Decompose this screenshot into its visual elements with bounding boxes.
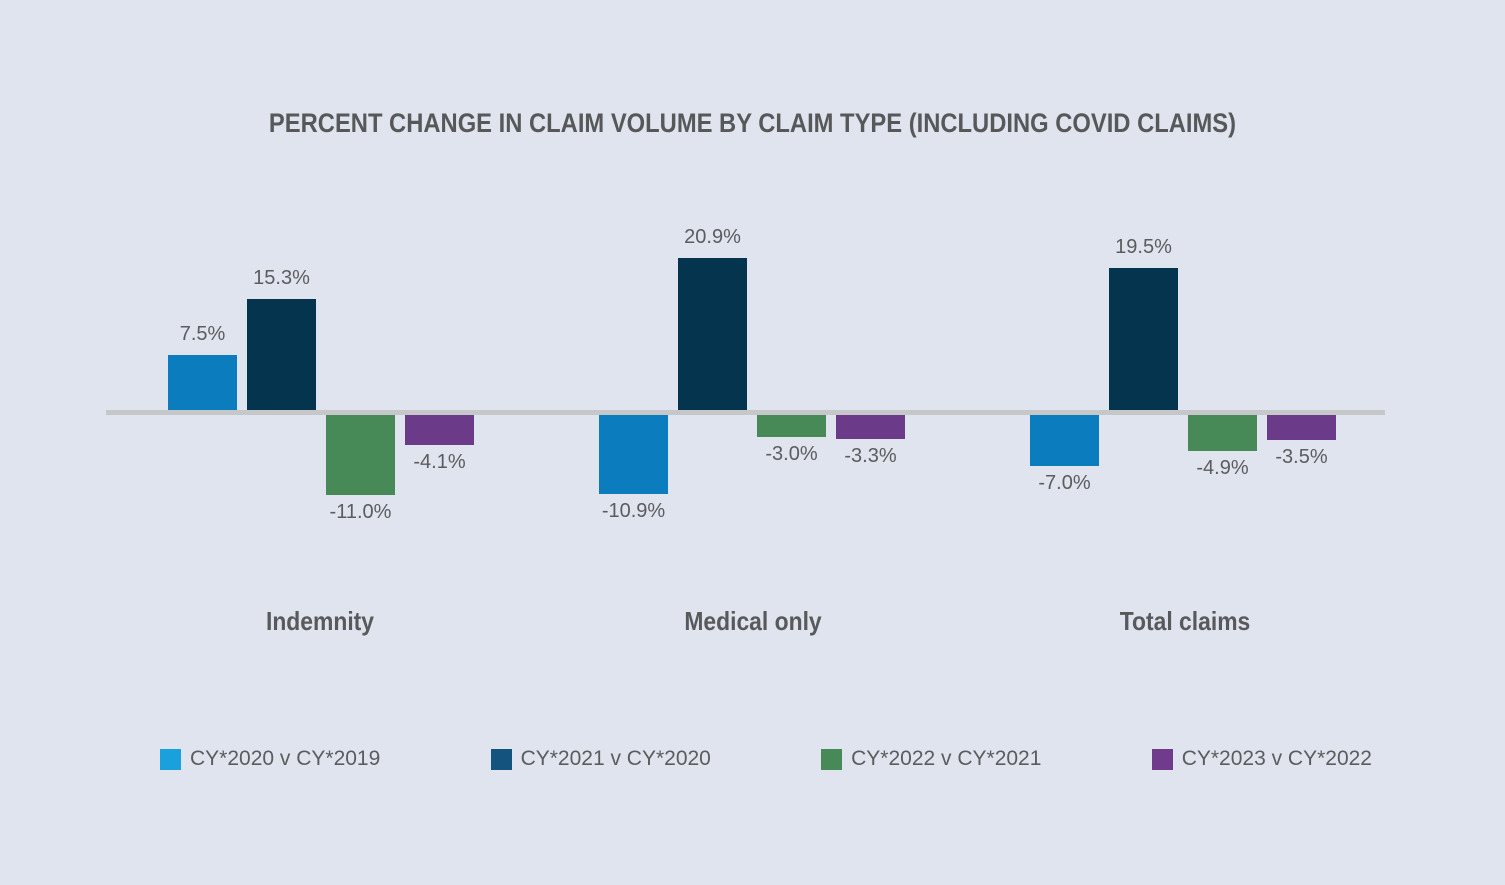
category-label-total-claims: Total claims [1119,606,1251,636]
bar-value-label: 20.9% [684,226,741,249]
x-axis-line [106,410,1385,415]
legend-swatch-icon [821,748,843,770]
bar-indemnity-s2 [326,415,395,495]
bar-value-label: -4.9% [1196,456,1249,479]
bar-value-label: -3.3% [844,444,897,467]
bar-total-claims-s3 [1267,415,1336,441]
bar-indemnity-s0 [168,355,237,410]
bar-value-label: -4.1% [413,450,466,473]
bar-total-claims-s1 [1109,268,1178,410]
legend-label: CY*2022 v CY*2021 [851,747,1042,770]
bar-value-label: -10.9% [601,500,666,523]
bar-medical-only-s2 [757,415,826,437]
legend-label: CY*2021 v CY*2020 [520,747,711,770]
bar-medical-only-s3 [836,415,905,439]
legend-label: CY*2020 v CY*2019 [190,747,381,770]
legend: CY*2020 v CY*2019 CY*2021 v CY*2020 CY*202… [160,747,1372,771]
bar-value-label: -11.0% [329,500,392,523]
bar-indemnity-s1 [247,298,316,410]
legend-item-1: CY*2021 v CY*2020 [490,747,711,771]
bar-total-claims-s0 [1030,415,1099,466]
bar-indemnity-s3 [405,415,474,445]
bar-value-label: 15.3% [253,266,310,289]
legend-swatch-icon [1151,748,1173,770]
chart-title: PERCENT CHANGE IN CLAIM VOLUME BY CLAIM … [268,108,1237,138]
bar-value-label: 19.5% [1115,236,1172,259]
category-label-medical-only: Medical only [684,606,822,636]
legend-swatch-icon [160,748,181,770]
bar-medical-only-s1 [678,258,747,410]
bar-value-label: -3.0% [765,442,818,465]
bar-value-label: -7.0% [1038,471,1091,494]
legend-label: CY*2023 v CY*2022 [1181,747,1372,770]
legend-item-3: CY*2023 v CY*2022 [1151,747,1372,771]
bar-medical-only-s0 [599,415,668,495]
bar-value-label: 7.5% [179,323,226,346]
bar-value-label: -3.5% [1275,446,1328,469]
legend-item-0: CY*2020 v CY*2019 [160,747,380,771]
bar-total-claims-s2 [1188,415,1257,451]
legend-swatch-icon [490,748,512,770]
category-label-indemnity: Indemnity [265,606,375,636]
legend-item-2: CY*2022 v CY*2021 [821,747,1041,771]
